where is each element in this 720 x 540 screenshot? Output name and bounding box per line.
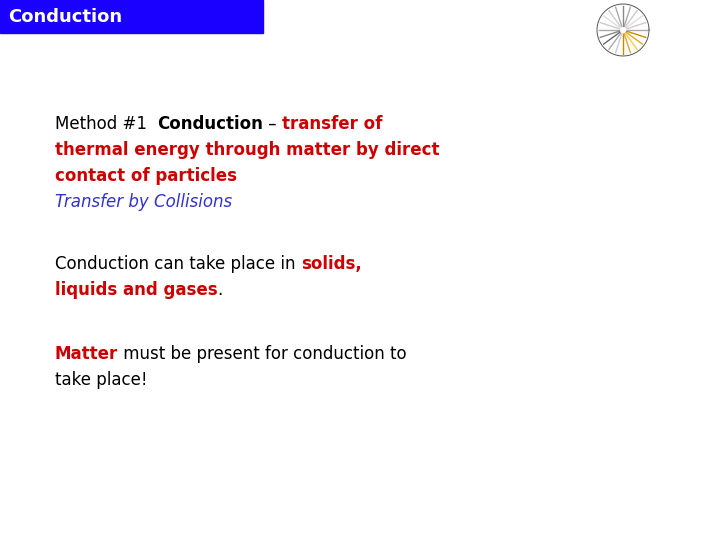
Text: Transfer by Collisions: Transfer by Collisions — [55, 193, 232, 211]
Text: take place!: take place! — [55, 371, 148, 389]
Text: Matter: Matter — [55, 345, 118, 363]
Text: solids,: solids, — [301, 255, 361, 273]
Text: thermal energy through matter by direct: thermal energy through matter by direct — [55, 141, 439, 159]
Text: .: . — [217, 281, 223, 299]
Text: contact of particles: contact of particles — [55, 167, 237, 185]
Text: Conduction: Conduction — [8, 8, 122, 25]
FancyBboxPatch shape — [0, 0, 263, 33]
Text: Conduction: Conduction — [158, 115, 264, 133]
Text: transfer of: transfer of — [282, 115, 382, 133]
Text: Method #1: Method #1 — [55, 115, 158, 133]
Text: liquids and gases: liquids and gases — [55, 281, 217, 299]
Text: Conduction can take place in: Conduction can take place in — [55, 255, 301, 273]
Text: –: – — [264, 115, 282, 133]
Text: must be present for conduction to: must be present for conduction to — [118, 345, 407, 363]
